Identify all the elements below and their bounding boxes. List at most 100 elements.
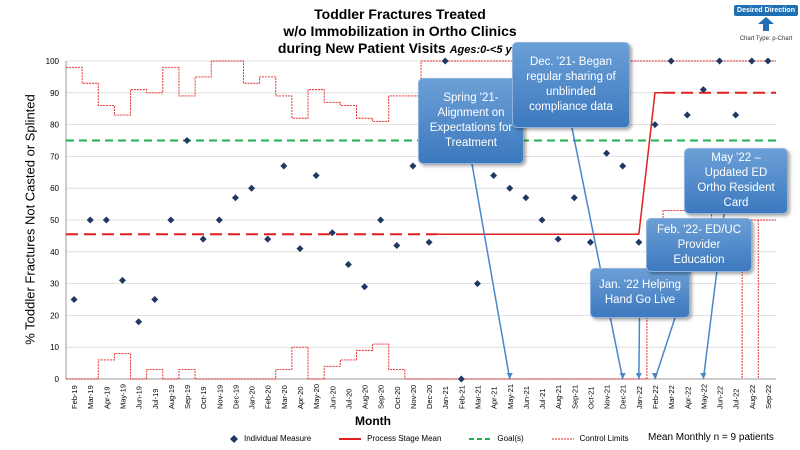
x-tick-label: Jun-20 <box>328 386 337 409</box>
callout-may-22: May '22 – Updated ED Ortho Resident Card <box>684 148 788 214</box>
x-tick-label: Oct-20 <box>393 386 402 409</box>
x-tick-label: Mar-19 <box>86 385 95 409</box>
chart-type-label: Chart Type: p-Chart <box>739 36 793 42</box>
x-tick-label: Feb-20 <box>264 385 273 409</box>
data-point <box>280 162 288 170</box>
x-tick-label: Mar-20 <box>280 385 289 409</box>
x-tick-label: Aug-22 <box>748 385 757 409</box>
y-tick-label: 60 <box>50 184 59 193</box>
x-tick-label: May-22 <box>699 384 708 409</box>
x-tick-label: Jan-21 <box>441 386 450 409</box>
diamond-marker-icon <box>230 434 238 443</box>
data-point <box>457 375 465 383</box>
data-point <box>732 111 740 119</box>
x-tick-label: Feb-22 <box>651 385 660 409</box>
x-tick-label: Jul-19 <box>151 389 160 409</box>
y-tick-label: 90 <box>50 89 59 98</box>
x-tick-label: Jul-21 <box>538 389 547 409</box>
mean-monthly-note: Mean Monthly n = 9 patients <box>648 432 774 443</box>
data-point <box>764 57 772 65</box>
data-point <box>506 184 514 192</box>
data-point <box>538 216 546 224</box>
x-tick-label: Jun-21 <box>522 386 531 409</box>
x-tick-label: Apr-20 <box>296 386 305 409</box>
callout-jan-22: Jan. '22 Helping Hand Go Live <box>590 268 690 318</box>
x-tick-label: Jun-19 <box>135 386 144 409</box>
data-point <box>135 318 143 326</box>
data-point <box>183 137 191 144</box>
desired-direction-label: Desired Direction <box>734 5 798 16</box>
title-line-3: during New Patient Visits Ages:0-<5 yrs <box>277 40 523 56</box>
data-point <box>699 86 707 94</box>
legend-item-individual: Individual Measure <box>230 434 311 443</box>
x-tick-label: Jan-20 <box>248 386 257 409</box>
x-tick-label: Sep-22 <box>764 385 773 409</box>
callout-spring-21: Spring '21- Alignment on Expectations fo… <box>418 78 524 164</box>
data-point <box>361 283 369 291</box>
x-tick-label: Oct-21 <box>586 386 595 409</box>
annotation-leader <box>571 127 624 380</box>
data-point <box>683 111 691 119</box>
lower-control-limit <box>66 343 647 380</box>
x-tick-label: Apr-21 <box>490 386 499 409</box>
data-point <box>377 216 385 224</box>
x-tick-label: Aug-20 <box>361 385 370 409</box>
annotation-arrowhead <box>635 373 642 379</box>
annotation-leader <box>471 163 511 380</box>
x-tick-label: Jul-22 <box>732 389 741 409</box>
x-tick-label: Oct-19 <box>199 386 208 409</box>
x-tick-label: Jul-20 <box>344 389 353 409</box>
mean-shift <box>638 92 664 235</box>
x-tick-label: Jan-22 <box>635 386 644 409</box>
callout-dec-21: Dec. '21- Began regular sharing of unbli… <box>512 42 630 128</box>
x-tick-label: Dec-19 <box>231 385 240 409</box>
data-point <box>619 162 627 170</box>
y-tick-label: 100 <box>46 57 60 66</box>
data-point <box>102 216 110 224</box>
x-tick-label: Aug-21 <box>554 385 563 409</box>
data-point <box>522 194 530 202</box>
data-point <box>151 296 159 303</box>
x-tick-label: Apr-22 <box>683 386 692 409</box>
annotation-arrowhead <box>700 373 707 379</box>
chart-title: Toddler Fractures Treated w/o Immobiliza… <box>200 6 600 59</box>
data-point <box>312 171 320 179</box>
x-tick-label: Feb-21 <box>457 385 466 409</box>
x-tick-label: Nov-19 <box>215 385 224 409</box>
data-point <box>409 162 417 170</box>
x-tick-label: Nov-21 <box>603 385 612 409</box>
x-tick-label: Aug-19 <box>167 385 176 409</box>
desired-direction: Desired Direction Chart Type: p-Chart <box>734 5 798 42</box>
dashed-line-icon <box>469 437 492 440</box>
x-tick-label: May-20 <box>312 384 321 409</box>
y-tick-label: 50 <box>50 216 59 225</box>
x-tick-label: Mar-21 <box>473 385 482 409</box>
y-tick-label: 10 <box>50 343 59 352</box>
data-point <box>586 238 594 246</box>
title-line-1: Toddler Fractures Treated <box>314 6 486 22</box>
annotation-arrowhead <box>619 373 626 379</box>
x-tick-label: Feb-19 <box>70 385 79 409</box>
data-point <box>264 235 272 243</box>
legend-item-goal: Goal(s) <box>469 434 524 443</box>
legend: Individual Measure Process Stage Mean Go… <box>230 434 629 443</box>
y-tick-label: 40 <box>50 248 59 257</box>
data-point <box>716 57 724 65</box>
y-tick-label: 0 <box>55 375 60 384</box>
callout-feb-22: Feb. '22- ED/UC Provider Education <box>646 218 752 272</box>
data-point <box>296 245 304 253</box>
dotted-line-icon <box>551 438 574 439</box>
x-tick-label: Nov-20 <box>409 385 418 409</box>
data-point <box>570 194 578 202</box>
data-point <box>554 235 562 243</box>
x-tick-label: Dec-21 <box>619 385 628 409</box>
data-point <box>328 229 336 237</box>
data-point <box>748 57 756 65</box>
x-tick-label: May-19 <box>118 384 127 409</box>
x-tick-label: May-21 <box>506 384 515 409</box>
data-point <box>70 296 78 303</box>
legend-item-mean: Process Stage Mean <box>339 434 441 443</box>
data-point <box>393 241 401 249</box>
data-point <box>118 276 126 284</box>
data-point <box>651 121 659 129</box>
